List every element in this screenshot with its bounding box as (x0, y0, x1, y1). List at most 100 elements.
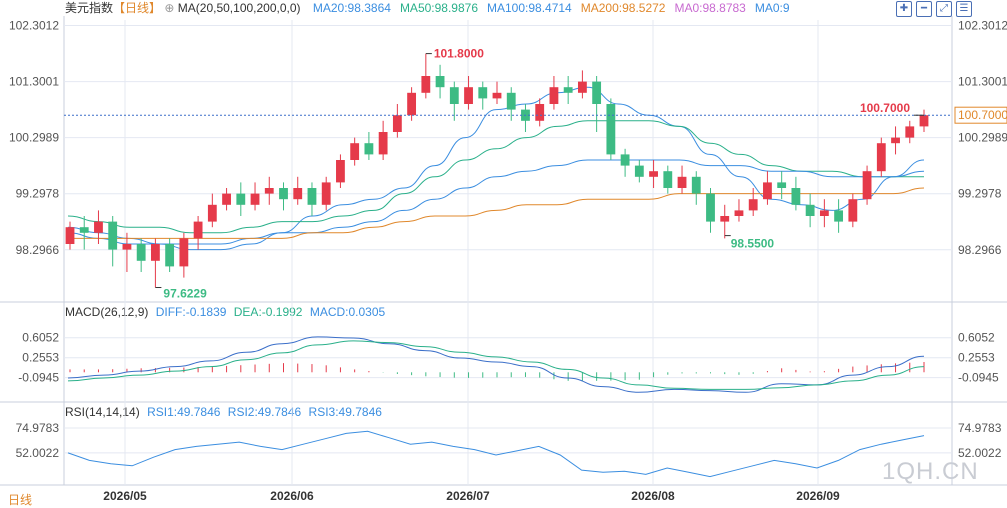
last-annotation: 100.7000 (860, 101, 910, 115)
ma-line-ma50 (67, 120, 924, 234)
rsi-tick-right: 52.0022 (958, 446, 1002, 460)
candle-body (478, 87, 488, 99)
ma-settings-icon[interactable]: ⊕ (164, 1, 175, 15)
candle-body (563, 87, 573, 93)
price-tick-left: 98.2966 (16, 243, 60, 257)
time-tick: 2026/08 (631, 489, 675, 503)
candle-body (336, 160, 345, 183)
candle-body (378, 132, 388, 155)
candle-body (891, 137, 900, 144)
candle-body (108, 221, 118, 250)
macd-dea: DEA:-0.1992 (233, 305, 303, 319)
candle-body (919, 115, 929, 127)
ma-label: MA(20,50,100,200,0,0) (177, 1, 301, 15)
ma-value-4: MA0:98.8783 (674, 1, 746, 15)
candle-body (236, 193, 246, 205)
time-tick: 2026/06 (270, 489, 314, 503)
ma-line-ma20 (67, 86, 925, 251)
candle-body (250, 193, 260, 205)
candle-body (364, 143, 374, 155)
macd-dea-line (67, 340, 925, 390)
price-tick-left: 101.3001 (9, 75, 59, 89)
candle-body (150, 244, 160, 261)
plus-icon[interactable]: ✚ (896, 1, 912, 17)
candle-body (535, 104, 545, 121)
candle-body (634, 165, 644, 177)
rsi-tick-right: 74.9783 (958, 421, 1002, 435)
period-tag[interactable]: 【日线】 (113, 1, 162, 15)
candle-body (94, 221, 103, 233)
macd-tick-left: 0.6052 (22, 331, 59, 345)
settings-icon[interactable]: ☰ (956, 1, 972, 17)
candle-body (264, 188, 274, 194)
period-switch[interactable]: 日线 (8, 493, 33, 507)
low-annotation: 98.5500 (731, 237, 775, 251)
price-tick-left: 100.2989 (9, 131, 59, 145)
candle-body (207, 204, 217, 222)
candle-body (350, 143, 360, 160)
macd-diff-line (67, 336, 925, 393)
price-tick-right: 102.3012 (958, 19, 1007, 33)
candle-body (449, 87, 459, 104)
rsi-label: RSI(14,14,14) (65, 405, 140, 419)
ma-value-2: MA100:98.4714 (487, 1, 572, 15)
macd-tick-right: 0.2553 (958, 351, 995, 365)
macd-header: MACD(26,12,9) DIFF:-0.1839 DEA:-0.1992 M… (65, 305, 385, 319)
candle-body (763, 182, 772, 200)
candle-body (407, 92, 417, 116)
ma-value-1: MA50:98.9876 (399, 1, 478, 15)
rsi-tick-left: 74.9783 (16, 421, 60, 435)
rsi3-value: RSI3:49.7846 (308, 405, 382, 419)
candle-body (876, 143, 886, 172)
candle-body (663, 171, 673, 188)
candle-body (392, 115, 402, 132)
candle-body (193, 221, 203, 239)
candle-body (606, 104, 616, 155)
candle-body (791, 188, 801, 205)
candle-body (848, 199, 858, 222)
candle-body (819, 210, 829, 216)
macd-tick-right: -0.0945 (958, 371, 999, 385)
ma-value-0: MA20:98.3864 (312, 1, 391, 15)
candle-body (122, 244, 132, 250)
expand-icon[interactable]: ⤢ (936, 1, 952, 17)
minus-icon[interactable]: ━ (916, 1, 932, 17)
high-annotation: 101.8000 (434, 47, 484, 61)
macd-value: MACD:0.0305 (309, 305, 386, 319)
candle-body (748, 199, 758, 211)
candle-body (222, 193, 231, 205)
candle-body (706, 193, 715, 222)
candle-body (492, 92, 502, 99)
candle-body (805, 204, 815, 216)
rsi2-value: RSI2:49.7846 (227, 405, 302, 419)
candle-body (549, 87, 559, 104)
candle-body (862, 171, 872, 200)
low-annotation: 97.6229 (163, 287, 207, 301)
candle-body (734, 210, 744, 216)
time-tick: 2026/05 (103, 489, 147, 503)
candle-body (136, 244, 146, 261)
candle-body (577, 81, 587, 93)
candle-body (592, 81, 602, 104)
candle-body (321, 182, 331, 205)
candle-body (165, 244, 175, 267)
price-tick-right: 100.2989 (958, 131, 1007, 145)
price-tick-right: 101.3001 (958, 75, 1007, 89)
candle-body (506, 92, 516, 110)
watermark: 1QH.CN (882, 458, 979, 485)
chart-header: 美元指数【日线】 ⊕ MA(20,50,100,200,0,0) MA20:98… (65, 1, 790, 15)
candle-body (834, 210, 844, 222)
price-tick-left: 99.2978 (16, 187, 60, 201)
candle-body (464, 87, 473, 104)
last-price-tag-text: 100.7000 (958, 108, 1007, 122)
time-tick: 2026/09 (796, 489, 840, 503)
candle-body (421, 76, 431, 93)
macd-label: MACD(26,12,9) (65, 305, 149, 319)
candle-body (905, 126, 915, 138)
candle-body (677, 176, 687, 188)
macd-tick-left: 0.2553 (22, 351, 59, 365)
candle-body (691, 176, 701, 194)
candle-body (777, 182, 787, 188)
rsi-line (67, 430, 925, 478)
price-tick-right: 99.2978 (958, 187, 1002, 201)
